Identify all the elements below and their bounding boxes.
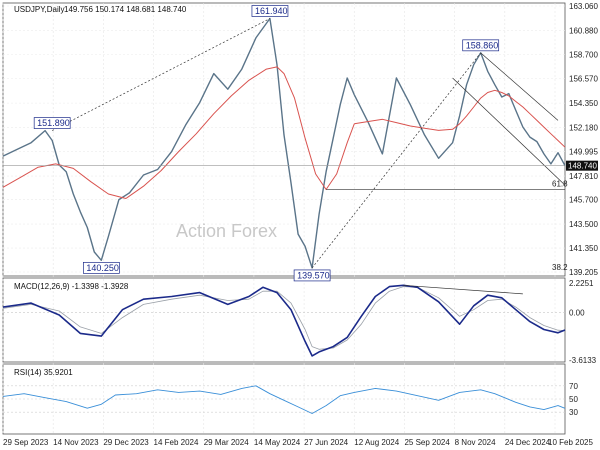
macd-line: [2, 284, 566, 357]
price-tick-label: 163.060: [569, 2, 598, 11]
rsi-label: RSI(14) 35.9201: [14, 368, 73, 377]
ohlc-readout: 149.756 150.174 148.681 148.740: [64, 5, 187, 14]
macd-tick-label: -3.6133: [569, 356, 597, 365]
x-tick-label: 14 Feb 2024: [154, 438, 199, 447]
x-tick-label: 8 Nov 2024: [455, 438, 496, 447]
x-tick-label: 10 Feb 2025: [548, 438, 593, 447]
rsi-layer: [2, 385, 566, 414]
channel-upper: [480, 52, 559, 121]
price-annotation-label: 158.860: [466, 40, 499, 50]
price-annotation-box: [462, 39, 500, 52]
price-tick-label: 154.350: [569, 99, 598, 108]
price-tick-label: 158.700: [569, 51, 598, 60]
price-tick-label: 160.880: [569, 26, 598, 35]
trendline-upper: [52, 18, 271, 131]
x-tick-label: 12 Aug 2024: [354, 438, 399, 447]
macd-divergence-line: [403, 284, 523, 295]
trendline-rising: [311, 52, 481, 269]
watermark: Action Forex: [176, 221, 277, 241]
current-price-tag: [566, 160, 598, 171]
x-tick-label: 27 Jun 2024: [304, 438, 349, 447]
macd-layer: [2, 284, 566, 357]
x-tick-label: 25 Sep 2024: [404, 438, 450, 447]
price-annotation-box: [293, 269, 331, 282]
price-annotation-label: 151.890: [37, 118, 70, 128]
chart-title: USDJPY,Daily: [14, 5, 65, 14]
x-tick-label: 29 Mar 2024: [204, 438, 249, 447]
price-annotation-label: 139.570: [297, 270, 330, 280]
rsi-tick-label: 50: [569, 395, 578, 404]
x-tick-label: 29 Dec 2023: [103, 438, 149, 447]
price-tick-label: 145.700: [569, 196, 598, 205]
macd-signal-line: [2, 286, 566, 350]
fib-label: 38.2: [552, 263, 568, 272]
price-annotation-label: 140.250: [86, 263, 119, 273]
price-tick-label: 143.500: [569, 220, 598, 229]
macd-tick-label: 0.00: [569, 308, 585, 317]
price-tick-label: 156.570: [569, 74, 598, 83]
rsi-tick-label: 70: [569, 382, 578, 391]
price-series-line-2: [353, 52, 566, 167]
price-tick-label: 149.995: [569, 148, 598, 157]
x-tick-label: 14 May 2024: [254, 438, 301, 447]
y-axis-labels: 163.060 160.880 158.700 156.570 154.350 152.1…: [569, 2, 598, 417]
price-tick-label: 139.205: [569, 268, 598, 277]
x-tick-label: 29 Sep 2023: [3, 438, 49, 447]
fib-label: 61.8: [552, 180, 568, 189]
price-annotation-box: [251, 5, 289, 17]
price-layer: 151.890 140.250 161.940 139.570 158.860 61.8 3…: [2, 5, 598, 282]
current-price-label: 148.740: [568, 162, 597, 171]
channel-lower: [452, 77, 566, 186]
price-annotation-box: [33, 117, 71, 129]
moving-average-line-2: [354, 89, 566, 148]
price-annotation-box: [82, 261, 120, 274]
price-annotation-label: 161.940: [255, 6, 288, 16]
price-tick-label: 152.180: [569, 123, 598, 132]
x-axis-labels: 29 Sep 2023 14 Nov 2023 29 Dec 2023 14 Feb …: [3, 438, 593, 447]
x-tick-label: 14 Nov 2023: [53, 438, 99, 447]
price-tick-label: 147.810: [569, 172, 598, 181]
macd-tick-label: 2.2251: [569, 279, 594, 288]
rsi-tick-label: 30: [569, 408, 578, 417]
moving-average-line: [2, 66, 355, 199]
price-tick-label: 141.350: [569, 244, 598, 253]
grid-lines: [2, 3, 565, 434]
x-tick-label: 24 Dec 2024: [505, 438, 551, 447]
rsi-line: [2, 385, 566, 414]
macd-label: MACD(12,26,9) -1.3398 -1.3928: [14, 282, 129, 291]
